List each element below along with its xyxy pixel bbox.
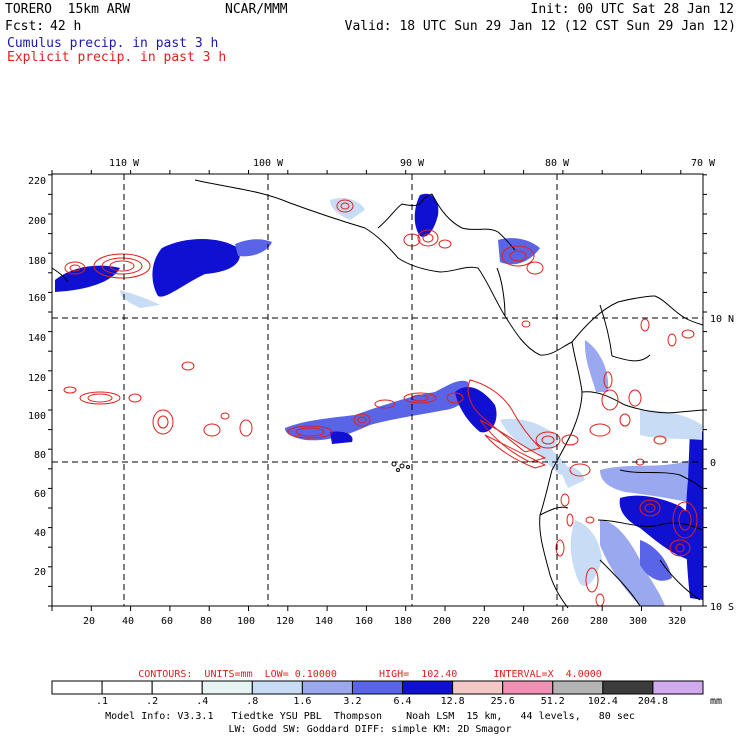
- cumulus-precip-shading: [55, 193, 703, 606]
- legend-explicit: Explicit precip. in past 3 h: [7, 50, 227, 65]
- color-scale-threshold: 12.8: [440, 696, 465, 707]
- color-scale-swatch: [602, 680, 654, 695]
- color-scale-swatch: [101, 680, 153, 695]
- explicit-precip-contours: [63, 199, 698, 607]
- lat-label-10n: 10 N: [710, 314, 734, 325]
- model-info-line2: LW: Godd SW: Goddard DIFF: simple KM: 2D…: [228, 724, 512, 735]
- y-tick-label: 20: [34, 567, 46, 578]
- y-tick-label: 140: [28, 333, 46, 344]
- y-tick-label: 200: [28, 216, 46, 227]
- valid-time: Valid: 18 UTC Sun 29 Jan 12 (12 CST Sun …: [344, 19, 736, 34]
- organization: NCAR/MMM: [225, 2, 288, 17]
- galapagos-islands: [391, 461, 410, 472]
- color-scale-swatch: [151, 680, 203, 695]
- x-tick-label: 100: [237, 616, 255, 627]
- color-scale-swatch: [351, 680, 404, 695]
- color-scale-threshold: 51.2: [540, 696, 565, 707]
- x-tick-label: 160: [355, 616, 373, 627]
- y-tick-label: 60: [34, 489, 46, 500]
- color-scale-threshold: 25.6: [490, 696, 515, 707]
- lon-label-100w: 100 W: [253, 158, 284, 169]
- y-tick-label: 80: [34, 450, 46, 461]
- model-name: TORERO 15km ARW: [5, 2, 131, 17]
- lat-label-0: 0: [710, 458, 716, 469]
- x-tick-label: 220: [472, 616, 490, 627]
- x-tick-label: 180: [394, 616, 412, 627]
- x-tick-label: 320: [668, 616, 686, 627]
- color-scale-swatch: [51, 680, 103, 695]
- x-tick-label: 120: [276, 616, 294, 627]
- color-scale-threshold: 6.4: [393, 696, 412, 707]
- lon-label-80w: 80 W: [545, 158, 570, 169]
- lon-label-90w: 90 W: [400, 158, 425, 169]
- color-scale-threshold: .2: [146, 696, 159, 707]
- axis-ticks: [48, 170, 707, 611]
- color-scale-swatch: [301, 680, 353, 695]
- init-time: Init: 00 UTC Sat 28 Jan 12: [530, 2, 735, 17]
- x-tick-label: 20: [83, 616, 95, 627]
- lon-label-110w: 110 W: [109, 158, 140, 169]
- color-scale-threshold: 1.6: [293, 696, 312, 707]
- y-tick-label: 160: [28, 293, 46, 304]
- forecast-label: Fcst:: [5, 19, 45, 34]
- y-tick-label: 40: [34, 528, 46, 539]
- color-scale-unit: mm: [709, 696, 723, 707]
- legend-cumulus: Cumulus precip. in past 3 h: [7, 36, 219, 51]
- lon-label-70w: 70 W: [691, 158, 716, 169]
- color-scale-threshold: .1: [96, 696, 109, 707]
- graticule: [52, 174, 703, 606]
- forecast-hour: 42 h: [50, 19, 82, 34]
- x-tick-label: 80: [200, 616, 212, 627]
- color-scale-threshold: .8: [246, 696, 259, 707]
- color-scale-swatch: [201, 680, 253, 695]
- x-tick-label: 280: [590, 616, 608, 627]
- x-tick-label: 40: [122, 616, 134, 627]
- color-scale-threshold: .4: [196, 696, 209, 707]
- y-tick-label: 220: [28, 176, 46, 187]
- contour-info: CONTOURS: UNITS=mm LOW= 0.10000 HIGH= 10…: [138, 669, 602, 680]
- y-tick-label: 120: [28, 373, 46, 384]
- y-tick-label: 180: [28, 256, 46, 267]
- x-tick-label: 260: [551, 616, 569, 627]
- color-scale-bar: [51, 680, 704, 695]
- color-scale-threshold: 3.2: [343, 696, 362, 707]
- lat-label-10s: 10 S: [710, 602, 734, 613]
- y-tick-label: 100: [28, 411, 46, 422]
- color-scale-swatch: [402, 680, 454, 695]
- color-scale-threshold: 204.8: [637, 696, 668, 707]
- x-tick-label: 300: [629, 616, 647, 627]
- color-scale-swatch: [502, 680, 554, 695]
- x-tick-label: 60: [161, 616, 173, 627]
- color-scale-swatch: [452, 680, 504, 695]
- x-tick-label: 240: [511, 616, 529, 627]
- color-scale-swatch: [652, 680, 704, 695]
- model-info-line1: Model Info: V3.3.1 Tiedtke YSU PBL Thomp…: [105, 711, 635, 722]
- x-tick-label: 140: [315, 616, 333, 627]
- x-tick-label: 200: [433, 616, 451, 627]
- color-scale-swatch: [251, 680, 303, 695]
- color-scale-threshold: 102.4: [587, 696, 618, 707]
- color-scale-swatch: [552, 680, 604, 695]
